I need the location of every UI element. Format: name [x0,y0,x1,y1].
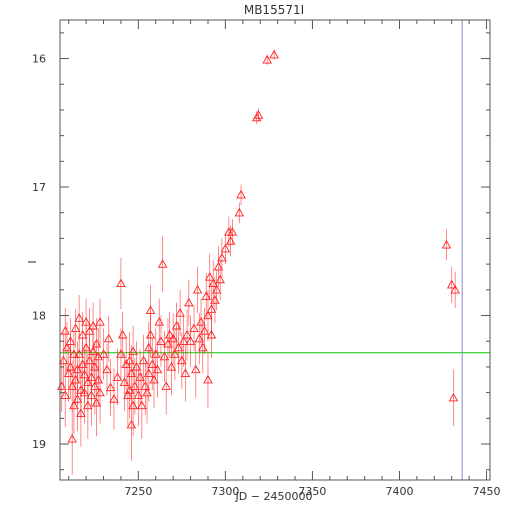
data-point [192,284,203,294]
data-point [86,390,97,399]
x-tick-label: 7400 [385,485,413,498]
data-point [76,408,86,417]
data-point [81,342,91,352]
data-point [269,49,279,59]
data-point [128,346,138,356]
data-point [227,227,238,236]
data-point [175,308,185,317]
data-point [206,329,217,339]
y-tick-label: 19 [32,438,46,451]
chart-title: MB15571I [244,3,304,17]
data-point [117,329,128,339]
data-point [166,362,177,371]
x-tick-label: 7450 [473,485,501,498]
data-point [446,279,457,289]
data-point [189,323,199,333]
data-point [450,284,460,294]
data-point [262,54,272,64]
y-tick-label: 17 [32,181,46,194]
data-point [74,349,84,358]
data-point [441,239,452,249]
data-point [236,189,246,199]
x-tick-label: 7250 [124,485,152,498]
data-point [184,297,194,307]
data-point [112,372,123,381]
data-point [180,368,191,378]
data-point [137,400,147,410]
data-point [83,400,93,410]
x-axis-label: JD − 2450000 [235,490,313,503]
data-point [203,310,213,320]
data-point [157,259,168,268]
data-point [105,382,116,392]
data-point [69,349,79,358]
plot-frame [59,19,491,481]
y-axis-label: I [26,260,39,263]
data-point [145,305,156,315]
data-point [178,336,189,345]
data-point [203,374,213,384]
data-point [217,252,227,262]
data-layer [56,20,490,480]
data-point [116,278,126,288]
y-tick-label: 16 [32,53,46,66]
axes-layer: 7250 7300 7350 7400 7450 16 17 18 19 [32,19,501,498]
data-point [215,274,225,284]
x-tick-label: 7350 [298,485,326,498]
data-point [145,329,156,339]
data-point [70,323,81,333]
data-point [204,272,215,281]
data-point [102,364,112,374]
data-point [196,317,206,326]
data-point [211,284,222,294]
data-point [67,433,77,443]
data-point [77,329,88,339]
data-point [58,355,69,365]
data-point [103,333,114,343]
data-point [234,207,245,217]
data-point [152,364,163,374]
data-point [79,369,90,379]
data-point [253,110,264,119]
data-point [98,349,109,358]
data-point [156,336,166,345]
data-point [74,313,84,322]
data-point [164,329,175,339]
data-point [95,387,105,397]
data-point [84,326,95,335]
data-point [159,351,170,361]
data-point [72,394,83,403]
data-point [60,390,70,399]
x-tick-label: 7300 [211,485,239,498]
data-point [199,326,210,335]
data-point [185,336,196,345]
data-point [182,329,192,339]
data-point [95,317,105,326]
y-tick-label: 18 [32,310,46,323]
data-point [191,364,201,374]
data-point [109,394,119,403]
data-point [448,392,459,402]
data-point [173,342,184,352]
data-point [170,349,180,358]
data-point [161,381,171,390]
data-point [220,243,231,253]
data-point [144,368,154,378]
